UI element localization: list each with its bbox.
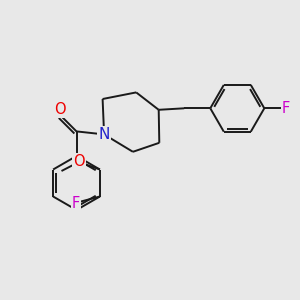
Text: F: F: [72, 196, 80, 211]
Text: F: F: [282, 101, 290, 116]
Text: N: N: [98, 127, 110, 142]
Text: O: O: [55, 102, 66, 117]
Text: O: O: [73, 154, 85, 169]
